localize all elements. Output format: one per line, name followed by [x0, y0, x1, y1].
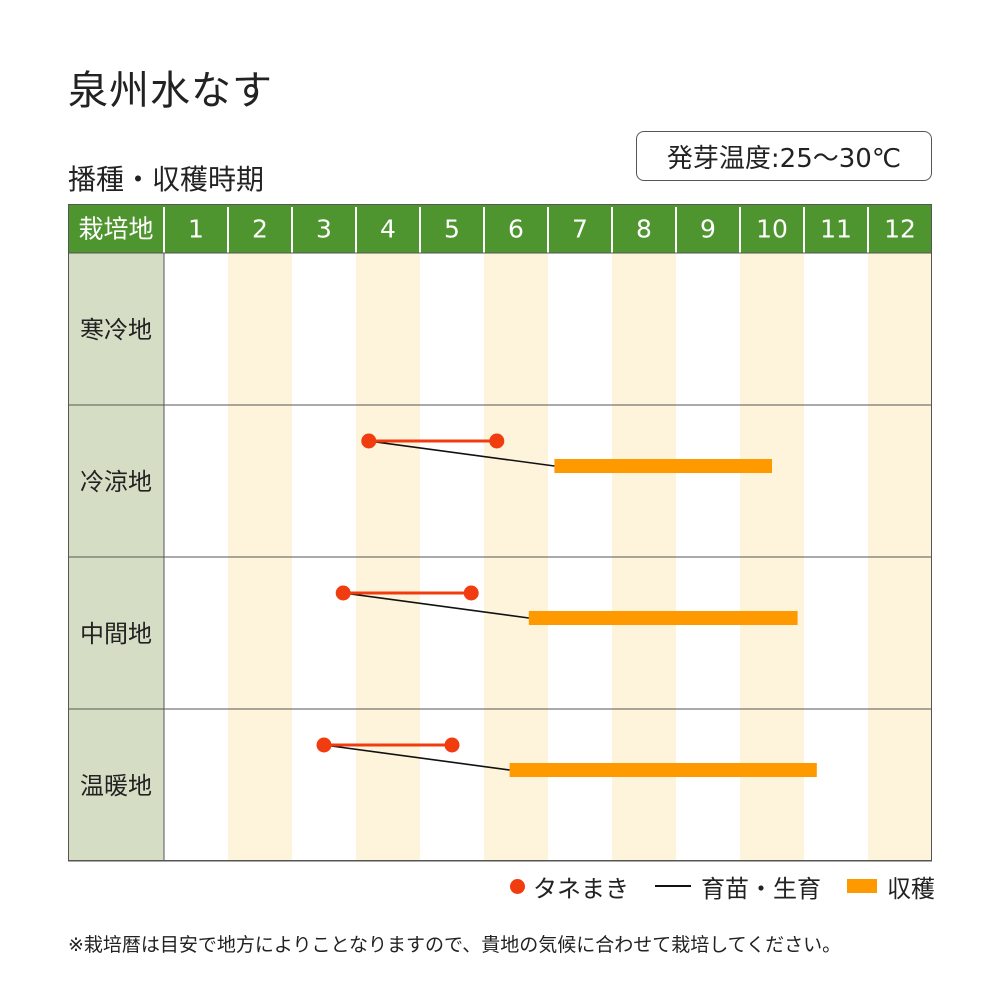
sowing-end-dot	[463, 585, 479, 601]
harvest-bar-icon	[847, 879, 877, 893]
growing-line	[323, 744, 510, 771]
month-label-3: 3	[316, 215, 332, 244]
region-label: 寒冷地	[80, 316, 152, 344]
month-label-10: 10	[756, 215, 788, 244]
region-label: 冷涼地	[80, 468, 152, 496]
sowing-end-dot	[489, 433, 505, 449]
germination-temperature-text: 発芽温度:25〜30℃	[666, 143, 902, 174]
month-label-5: 5	[444, 215, 460, 244]
month-label-12: 12	[884, 215, 916, 244]
region-cell	[68, 709, 164, 861]
header-band	[68, 204, 932, 253]
page-title: 泉州水なす	[68, 68, 273, 114]
chart-border	[68, 204, 932, 861]
legend-item-growing: 育苗・生育	[655, 869, 821, 904]
region-cell	[68, 405, 164, 557]
legend-item-sowing: タネまき	[510, 869, 629, 904]
growing-line	[343, 592, 529, 619]
growing-line-icon	[655, 885, 691, 887]
month-label-11: 11	[820, 215, 852, 244]
header-region-label: 栽培地	[78, 215, 153, 244]
sowing-start-dot	[316, 737, 332, 753]
harvest-bar	[554, 459, 772, 473]
month-label-1: 1	[188, 215, 204, 244]
germination-temperature-box: 発芽温度:25〜30℃	[636, 131, 932, 181]
chart-subtitle: 播種・収穫時期	[68, 163, 265, 196]
harvest-bar	[509, 763, 817, 777]
sowing-start-dot	[361, 433, 377, 449]
region-label: 中間地	[80, 620, 152, 648]
footnote: ※栽培暦は目安で地方によりことなりますので、貴地の気候に合わせて栽培してください…	[68, 934, 842, 956]
growing-line	[368, 440, 555, 467]
month-label-7: 7	[572, 215, 588, 244]
sowing-end-dot	[444, 737, 460, 753]
sowing-dot-icon	[510, 878, 525, 894]
chart-legend: タネまき 育苗・生育 収穫	[510, 868, 935, 904]
legend-label-growing: 育苗・生育	[701, 874, 821, 903]
month-label-9: 9	[700, 215, 716, 244]
legend-item-harvest: 収穫	[847, 869, 935, 904]
region-label: 温暖地	[80, 772, 152, 800]
legend-label-sowing: タネまき	[533, 874, 629, 903]
sowing-start-dot	[335, 585, 351, 601]
region-cell	[68, 557, 164, 709]
harvest-bar	[528, 611, 798, 625]
month-label-2: 2	[252, 215, 268, 244]
month-label-8: 8	[636, 215, 652, 244]
month-label-6: 6	[508, 215, 524, 244]
region-cell	[68, 253, 164, 405]
legend-label-harvest: 収穫	[887, 874, 935, 903]
month-label-4: 4	[380, 215, 396, 244]
